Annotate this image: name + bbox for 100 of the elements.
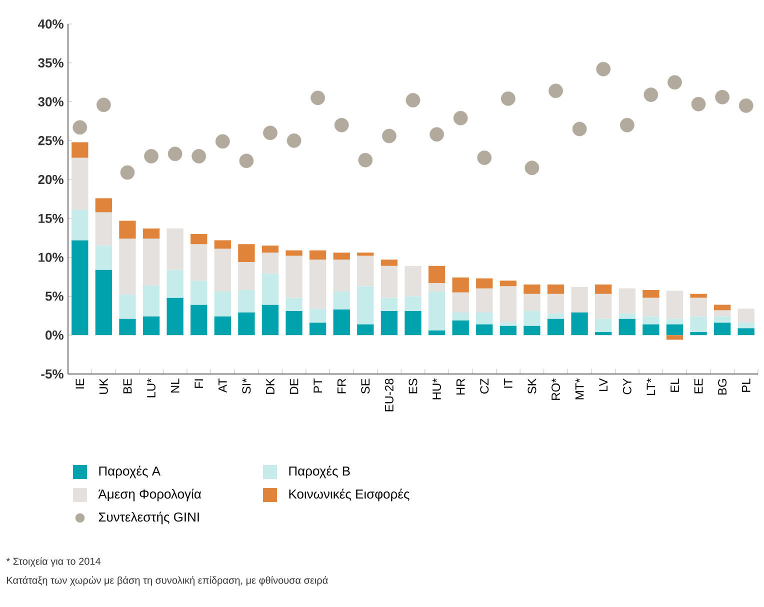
y-tick-label: 20%	[38, 174, 64, 184]
legend-label: Άμεση Φορολογία	[98, 488, 202, 502]
bar	[428, 266, 446, 283]
bar	[500, 280, 517, 286]
bar	[72, 142, 88, 158]
point	[310, 90, 326, 106]
bar	[357, 286, 374, 324]
bar	[190, 304, 208, 336]
bar	[95, 270, 112, 336]
bar	[690, 294, 707, 298]
x-tick-label: FI	[194, 379, 203, 388]
x-tick-label: IE	[76, 378, 84, 388]
y-tick-label: 15%	[38, 214, 64, 224]
bar	[618, 288, 636, 314]
x-tick-label: NL	[170, 378, 180, 393]
x-tick-label: BG	[718, 379, 727, 395]
bar	[714, 304, 731, 310]
bar	[166, 270, 184, 298]
bar	[452, 278, 469, 292]
bar	[333, 260, 350, 292]
x-tick-label: SK	[528, 378, 536, 394]
bar	[166, 298, 184, 336]
bar	[119, 238, 136, 295]
bar	[380, 260, 398, 266]
x-tick-label: RO*	[552, 378, 560, 400]
bar	[262, 246, 279, 253]
bar	[333, 309, 350, 336]
legend-label: Συντελεστής GINI	[98, 512, 199, 524]
bar	[142, 238, 160, 286]
x-tick-label: DE	[290, 378, 298, 394]
bar	[547, 318, 564, 336]
legend-label: Παροχές Α	[99, 466, 161, 478]
bar	[262, 274, 279, 305]
bar	[142, 316, 160, 336]
bar	[476, 312, 493, 324]
x-tick-label: PT	[314, 378, 322, 393]
point	[96, 98, 111, 112]
bar	[642, 324, 660, 336]
bar	[428, 292, 446, 330]
bar	[214, 248, 231, 292]
x-tick-label: CY	[622, 378, 632, 394]
bar	[404, 310, 422, 336]
point	[144, 149, 158, 164]
point	[239, 154, 254, 168]
x-tick-label: AT	[218, 378, 227, 393]
bar	[476, 278, 493, 288]
bar	[428, 282, 446, 292]
bar	[286, 310, 302, 336]
bar	[714, 310, 731, 316]
bar	[262, 304, 279, 336]
bar	[380, 310, 398, 336]
bar	[595, 318, 612, 332]
bar	[690, 298, 707, 316]
bar	[214, 240, 231, 249]
point	[620, 118, 634, 132]
bar	[333, 252, 350, 260]
x-tick-label: HR	[456, 378, 465, 395]
bar	[714, 316, 731, 323]
x-tick-label: SE	[361, 378, 370, 394]
bar	[642, 316, 660, 324]
bar	[452, 312, 469, 320]
bar	[452, 320, 469, 336]
bar	[690, 316, 707, 332]
bar	[72, 210, 88, 240]
point	[524, 160, 540, 176]
bar	[666, 324, 684, 336]
bar	[642, 290, 660, 298]
bar	[524, 294, 540, 311]
x-tick-label: ES	[408, 378, 418, 394]
point	[358, 152, 373, 168]
x-tick-label: DK	[266, 378, 274, 394]
bar	[310, 322, 326, 336]
x-tick-label: IT	[504, 378, 512, 388]
bar	[262, 252, 279, 274]
point	[382, 128, 396, 144]
bar	[595, 294, 612, 319]
bar	[738, 328, 754, 336]
bar	[428, 330, 446, 336]
bar	[642, 298, 660, 316]
x-tick-label: SI*	[242, 378, 251, 394]
bar	[142, 228, 160, 239]
y-tick-label: -5%	[41, 369, 64, 379]
point	[596, 62, 611, 76]
bar	[72, 240, 88, 336]
point	[668, 75, 682, 90]
bar	[190, 280, 208, 305]
y-tick-label: 0%	[46, 330, 64, 340]
point	[72, 120, 88, 135]
text: * Στοιχεία για το 2014	[6, 557, 101, 567]
x-tick-label: LU*	[147, 378, 156, 398]
bar	[500, 322, 517, 326]
bar	[119, 294, 136, 319]
bar	[452, 292, 469, 313]
point	[644, 88, 658, 102]
x-tick-label: EL	[670, 378, 679, 392]
bar	[404, 296, 422, 311]
bar	[666, 318, 684, 324]
bar	[286, 298, 302, 311]
bar	[310, 308, 326, 323]
bar	[738, 308, 754, 323]
